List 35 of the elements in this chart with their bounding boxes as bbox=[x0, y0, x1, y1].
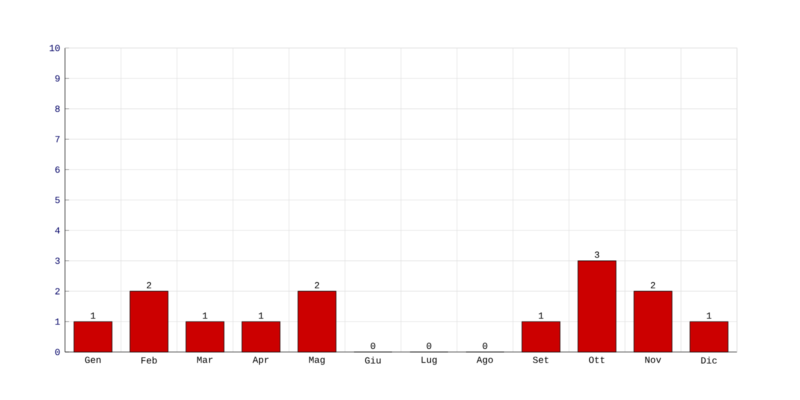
x-tick-label: Set bbox=[532, 356, 548, 364]
data-label: 1 bbox=[90, 312, 96, 319]
y-tick-label: 0 bbox=[55, 348, 60, 356]
data-label: 2 bbox=[146, 282, 152, 288]
x-tick-label: Dic bbox=[701, 356, 717, 364]
y-tick-label: 1 bbox=[55, 318, 60, 325]
data-label: 1 bbox=[538, 312, 544, 319]
x-tick-label: Giu bbox=[365, 356, 381, 364]
x-tick-label: Apr bbox=[252, 356, 269, 365]
data-label: 0 bbox=[482, 342, 488, 350]
x-tick-label: Ott bbox=[589, 356, 604, 364]
y-tick-label: 4 bbox=[55, 227, 60, 234]
data-label: 1 bbox=[258, 312, 264, 319]
y-tick-label: 3 bbox=[55, 258, 60, 264]
data-label: 2 bbox=[314, 282, 320, 288]
x-tick-label: Gen bbox=[85, 356, 101, 364]
data-label: 1 bbox=[202, 312, 208, 319]
y-tick-label: 9 bbox=[55, 75, 60, 82]
x-tick-label: Ago bbox=[476, 356, 493, 365]
y-tick-label: 10 bbox=[50, 44, 60, 52]
x-tick-label: Mag bbox=[309, 356, 325, 365]
x-tick-label: Mar bbox=[197, 356, 213, 363]
data-label: 0 bbox=[426, 342, 432, 350]
y-tick-label: 6 bbox=[55, 166, 60, 173]
x-tick-label: Feb bbox=[141, 356, 157, 364]
data-label: 3 bbox=[594, 252, 600, 258]
data-label: 2 bbox=[650, 282, 656, 288]
x-tick-label: Lug bbox=[422, 356, 437, 365]
data-label: 1 bbox=[706, 312, 712, 319]
y-tick-label: 2 bbox=[55, 288, 60, 294]
y-tick-label: 8 bbox=[55, 106, 60, 112]
x-tick-label: Nov bbox=[645, 356, 662, 363]
y-tick-label: 5 bbox=[55, 196, 60, 204]
y-tick-label: 7 bbox=[55, 136, 60, 142]
data-label: 0 bbox=[370, 342, 376, 350]
